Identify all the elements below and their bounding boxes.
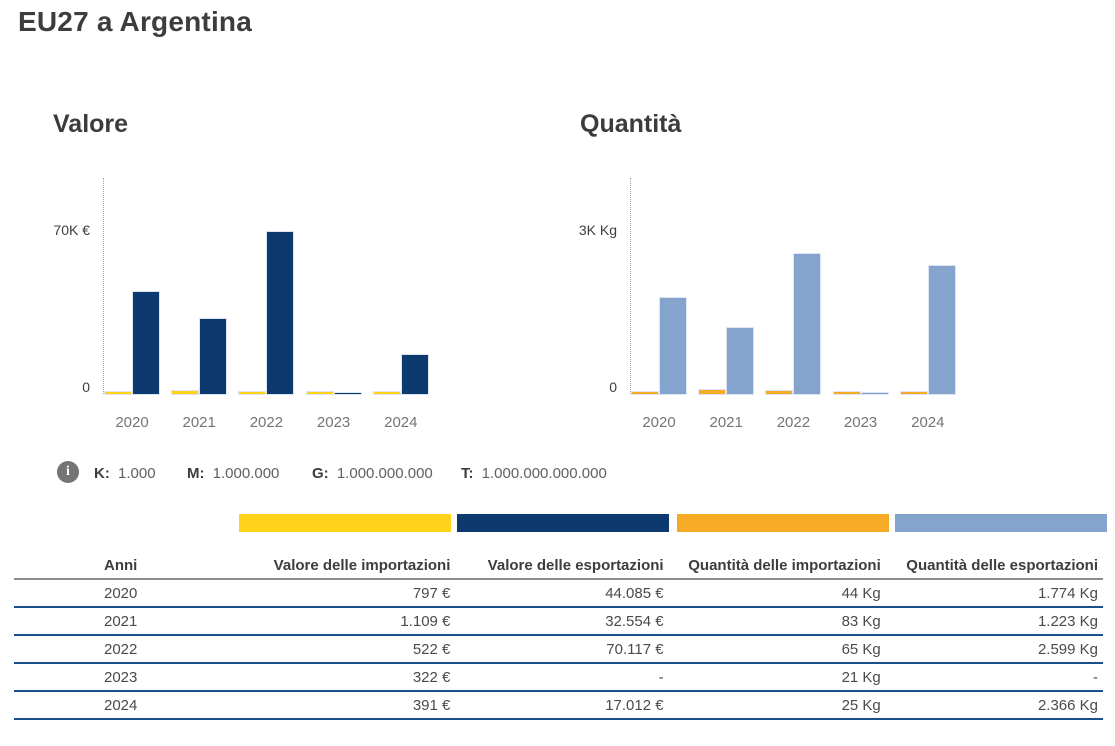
chart-valore: Valore 70K € 0 2020 2021 2022 2023 2024 (0, 100, 470, 445)
bar-quantita-esportazioni-2024[interactable] (928, 266, 955, 394)
bar-valore-esportazioni-2020[interactable] (133, 291, 159, 394)
table-row-2020: 2020 797 €44.085 €44 Kg 1.774 Kg (14, 579, 1103, 608)
bar-valore-importazioni-2023[interactable] (306, 391, 333, 394)
year-cell: 2021 (14, 607, 231, 636)
value-cell: 44.085 € (455, 579, 669, 608)
column-header-2: Valore delle esportazioni (455, 552, 669, 580)
bar-quantita-importazioni-2020[interactable] (632, 391, 658, 394)
value-cell: 32.554 € (455, 607, 669, 636)
legend-swatch-2 (457, 514, 669, 532)
plot-area-quantita (527, 178, 997, 394)
value-cell: 1.109 € (230, 607, 456, 636)
x-axis-label-2024: 2024 (911, 414, 945, 431)
bar-valore-esportazioni-2022[interactable] (267, 231, 294, 394)
trade-data-table: Anni Valore delle importazioni Valore dell… (14, 552, 1103, 720)
bar-quantita-importazioni-2024[interactable] (900, 391, 927, 394)
unit-item-M: M: 1.000.000 (187, 465, 280, 482)
y-axis-max-label: 70K € (53, 222, 90, 238)
value-cell: 797 € (230, 579, 456, 608)
year-cell: 2020 (14, 579, 231, 608)
bar-quantita-importazioni-2023[interactable] (833, 391, 860, 394)
table-row-2024: 2024 391 €17.012 €25 Kg 2.366 Kg (14, 691, 1103, 720)
bar-valore-esportazioni-2021[interactable] (200, 318, 227, 394)
bar-valore-esportazioni-2023[interactable] (334, 392, 361, 394)
year-cell: 2022 (14, 635, 231, 664)
unit-item-G: G: 1.000.000.000 (312, 465, 433, 482)
x-axis-label-2021: 2021 (709, 414, 743, 431)
y-axis-line (103, 178, 104, 394)
value-cell: 25 Kg (668, 691, 886, 720)
column-header-0: Anni (14, 552, 231, 580)
value-cell: 65 Kg (668, 635, 886, 664)
table-row-2023: 2023 322 € -21 Kg - (14, 663, 1103, 692)
chart-valore-title: Valore (53, 110, 129, 138)
value-cell: - (885, 663, 1103, 692)
value-cell: 2.599 Kg (885, 635, 1103, 664)
info-icon[interactable]: i (57, 461, 79, 483)
chart-quantita: Quantità 3K Kg 0 2020 2021 2022 2023 2024 (527, 100, 997, 445)
table-row-2022: 2022 522 €70.117 €65 Kg 2.599 Kg (14, 635, 1103, 664)
column-header-4: Quantità delle esportazioni (885, 552, 1103, 580)
table-header-row: Anni Valore delle importazioni Valore dell… (14, 552, 1103, 580)
bar-quantita-importazioni-2021[interactable] (699, 389, 726, 394)
bar-quantita-esportazioni-2022[interactable] (794, 253, 821, 394)
x-axis-label-2022: 2022 (249, 414, 284, 431)
column-header-3: Quantità delle importazioni (668, 552, 886, 580)
column-header-1: Valore delle importazioni (230, 552, 456, 580)
bar-valore-importazioni-2020[interactable] (105, 391, 131, 394)
bar-valore-importazioni-2024[interactable] (373, 391, 400, 394)
value-cell: 522 € (230, 635, 456, 664)
y-axis-line (630, 178, 631, 394)
x-axis-label-2020: 2020 (642, 414, 676, 431)
page-title: EU27 a Argentina (18, 6, 253, 37)
value-cell: 17.012 € (455, 691, 669, 720)
units-legend: i K: 1.000 M: 1.000.000 G: 1.000.000.000 T:… (0, 458, 1115, 488)
bar-valore-esportazioni-2024[interactable] (401, 354, 428, 394)
value-cell: 391 € (230, 691, 456, 720)
legend-swatch-1 (239, 514, 451, 532)
y-axis-zero-label: 0 (82, 379, 90, 395)
legend-swatch-3 (677, 514, 889, 532)
x-axis-label-2020: 2020 (115, 414, 149, 431)
year-cell: 2024 (14, 691, 231, 720)
y-axis-zero-label: 0 (609, 379, 617, 395)
bar-valore-importazioni-2022[interactable] (239, 391, 266, 394)
x-axis-label-2021: 2021 (182, 414, 216, 431)
value-cell: 1.223 Kg (885, 607, 1103, 636)
bar-quantita-esportazioni-2021[interactable] (727, 327, 754, 394)
table-row-2021: 2021 1.109 €32.554 €83 Kg 1.223 Kg (14, 607, 1103, 636)
value-cell: - (455, 663, 669, 692)
value-cell: 70.117 € (455, 635, 669, 664)
value-cell: 1.774 Kg (885, 579, 1103, 608)
unit-item-T: T: 1.000.000.000.000 (461, 465, 607, 482)
plot-area-valore (0, 178, 470, 394)
value-cell: 2.366 Kg (885, 691, 1103, 720)
y-axis-max-label: 3K Kg (578, 222, 617, 238)
unit-item-K: K: 1.000 (94, 465, 156, 482)
bar-quantita-esportazioni-2023[interactable] (861, 392, 888, 394)
chart-quantita-title: Quantità (580, 110, 682, 138)
bar-valore-importazioni-2021[interactable] (172, 391, 199, 394)
bar-quantita-importazioni-2022[interactable] (766, 390, 793, 394)
value-cell: 83 Kg (668, 607, 886, 636)
value-cell: 322 € (230, 663, 456, 692)
legend-swatch-4 (895, 514, 1107, 532)
x-axis-label-2024: 2024 (384, 414, 418, 431)
value-cell: 44 Kg (668, 579, 886, 608)
x-axis-label-2022: 2022 (776, 414, 811, 431)
year-cell: 2023 (14, 663, 231, 692)
bar-quantita-esportazioni-2020[interactable] (660, 298, 686, 394)
x-axis-label-2023: 2023 (843, 414, 878, 431)
x-axis-label-2023: 2023 (316, 414, 351, 431)
value-cell: 21 Kg (668, 663, 886, 692)
